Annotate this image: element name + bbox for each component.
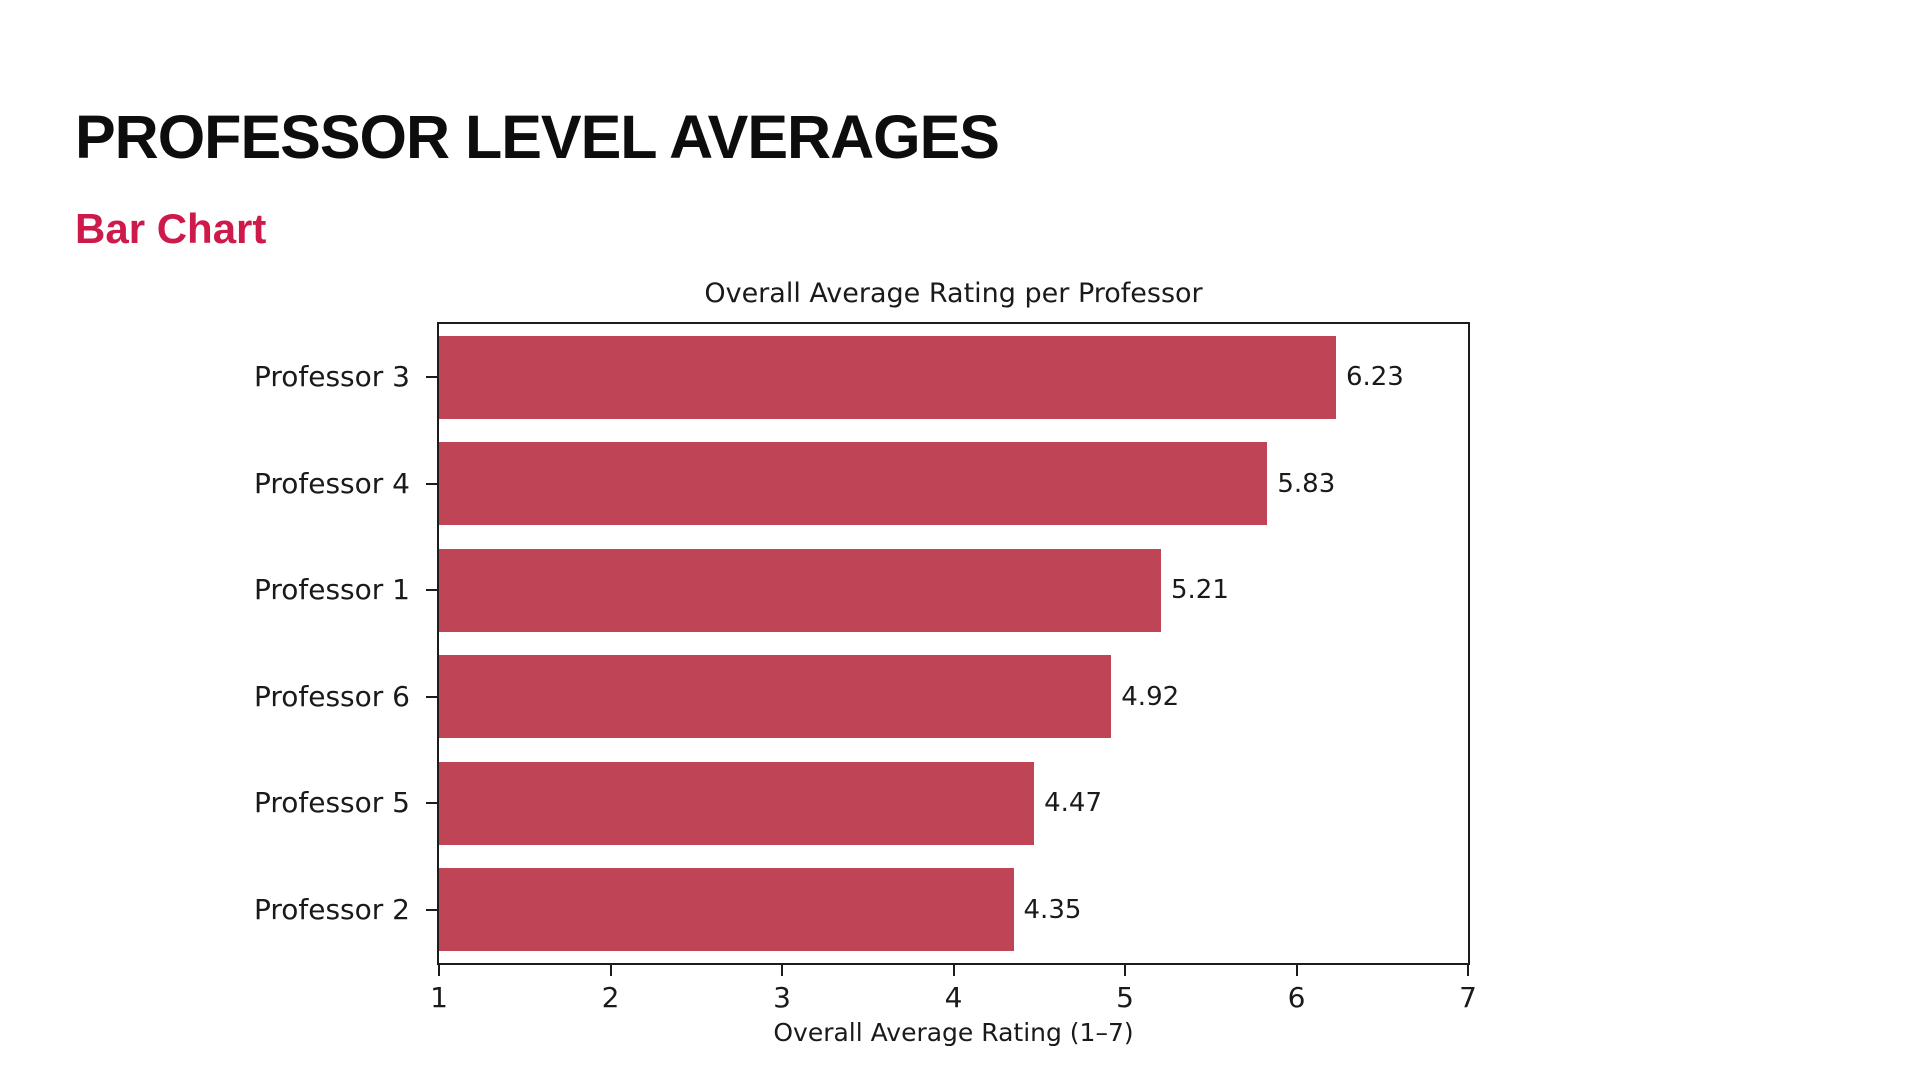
y-axis-tick-mark	[426, 802, 437, 805]
page-subtitle: Bar Chart	[75, 205, 267, 252]
y-axis-tick-mark	[426, 695, 437, 698]
bar-value-label: 6.23	[1345, 362, 1404, 393]
x-axis-tick-label: 7	[1459, 981, 1477, 1014]
x-axis-tick-mark	[1124, 965, 1126, 976]
x-axis-tick-mark	[781, 965, 783, 976]
x-axis-label: Overall Average Rating (1–7)	[773, 1018, 1134, 1047]
y-axis-tick-label: Professor 2	[253, 892, 410, 926]
x-axis-tick-label: 3	[773, 981, 791, 1014]
x-axis-tick-label: 4	[944, 981, 963, 1014]
x-axis-tick-mark	[1467, 965, 1469, 976]
y-axis-tick-label: Professor 3	[253, 360, 410, 394]
x-axis-tick-label: 2	[601, 981, 620, 1014]
bar	[439, 655, 1112, 739]
x-axis-tick-mark	[1295, 965, 1298, 976]
x-axis-tick-mark	[609, 965, 612, 976]
y-axis-tick-label: Professor 1	[253, 573, 410, 607]
x-axis-tick-mark	[952, 965, 955, 976]
bar-value-label: 4.92	[1121, 681, 1180, 712]
plot-area: 6.23 5.83 5.21 4.92 4.47 4.35	[437, 322, 1470, 965]
bar	[439, 442, 1268, 526]
bar-value-label: 5.83	[1277, 468, 1336, 499]
bar-value-label: 4.35	[1023, 894, 1082, 925]
bar	[439, 868, 1014, 952]
x-axis-tick-mark	[438, 965, 440, 976]
bar	[439, 761, 1035, 845]
chart-title: Overall Average Rating per Professor	[704, 278, 1203, 309]
x-axis-tick-label: 6	[1287, 981, 1306, 1014]
y-axis-tick-mark	[426, 589, 437, 592]
y-axis-tick-label: Professor 5	[253, 786, 410, 820]
page-title: PROFESSOR LEVEL AVERAGES	[75, 103, 1000, 171]
bar	[439, 335, 1336, 419]
y-axis-tick-mark	[426, 482, 437, 485]
x-axis-tick-label: 5	[1116, 981, 1134, 1014]
y-axis-tick-mark	[426, 376, 437, 379]
x-axis-tick-label: 1	[430, 981, 448, 1014]
bar	[439, 548, 1161, 632]
bar-value-label: 5.21	[1171, 575, 1229, 606]
y-axis-tick-mark	[426, 908, 437, 911]
y-axis-tick-label: Professor 6	[253, 679, 410, 713]
bar-value-label: 4.47	[1044, 788, 1102, 819]
y-axis-tick-label: Professor 4	[253, 466, 410, 500]
